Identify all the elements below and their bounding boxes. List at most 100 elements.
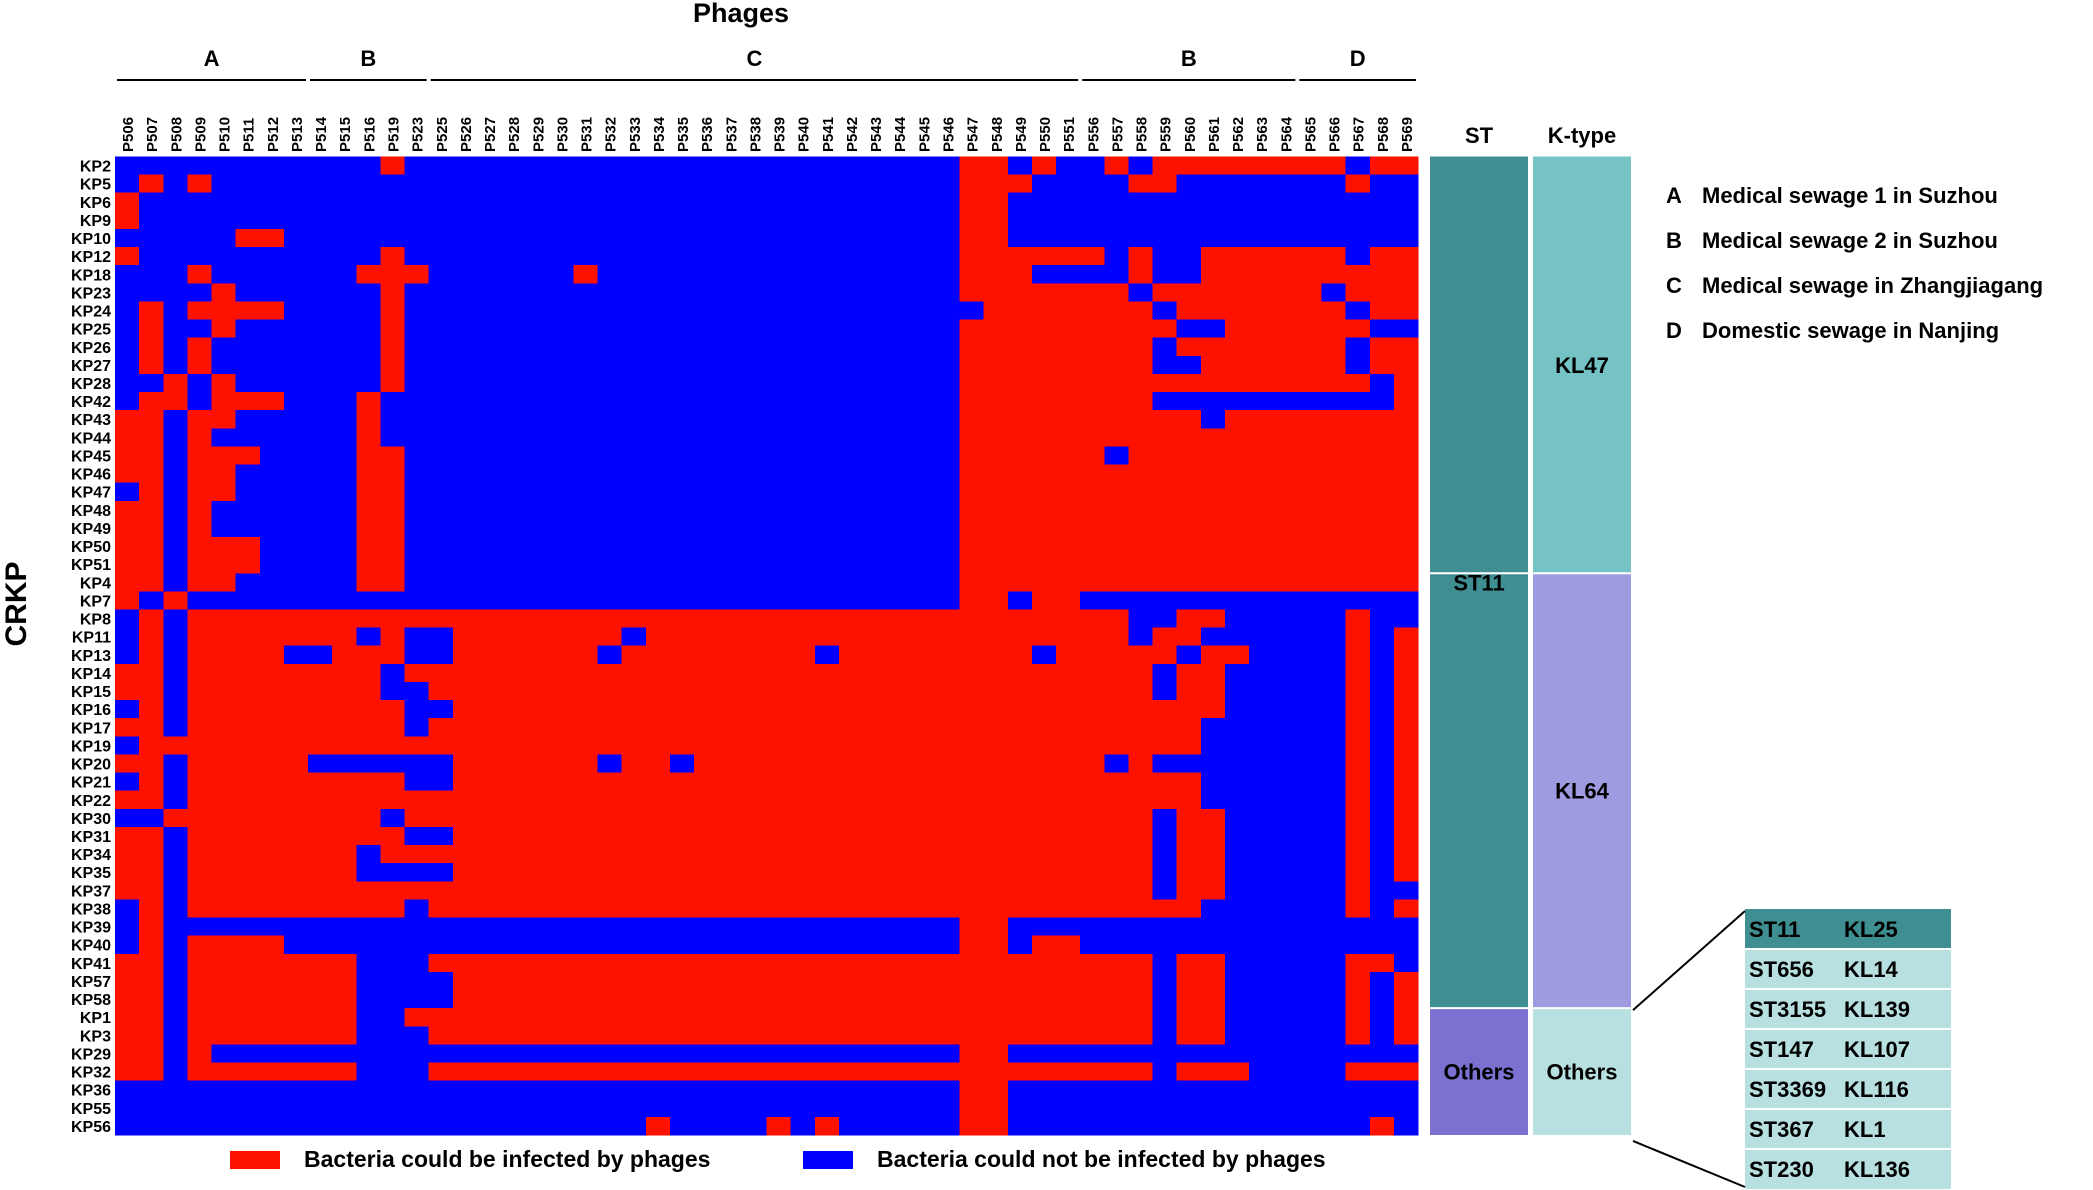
strain-label: KP10 [71, 231, 111, 248]
heatmap-cell-KP38-P560 [1176, 899, 1202, 919]
annotation-segment-kl64 [1533, 573, 1631, 1009]
heatmap-cell-KP4-P556 [1080, 573, 1105, 592]
heatmap-cell-KP5-P527 [476, 174, 502, 194]
strain-label: KP46 [71, 467, 111, 484]
heatmap-cell-KP30-P547 [959, 808, 985, 828]
heatmap-cell-KP4-P563 [1249, 573, 1274, 592]
heatmap-cell-KP50-P542 [838, 537, 864, 556]
heatmap-cell-KP29-P519 [380, 1044, 406, 1064]
heatmap-cell-KP55-P511 [235, 1098, 261, 1118]
heatmap-cell-KP5-P512 [259, 174, 285, 194]
heatmap-cell-KP41-P537 [718, 953, 743, 973]
heatmap-cell-KP44-P514 [308, 428, 333, 448]
heatmap-cell-KP4-P568 [1369, 573, 1395, 592]
heatmap-cell-KP43-P534 [645, 410, 671, 429]
heatmap-cell-KP51-P519 [380, 555, 406, 574]
heatmap-cell-KP39-P561 [1200, 917, 1226, 937]
heatmap-cell-KP38-P514 [308, 899, 333, 919]
heatmap-cell-KP30-P516 [356, 808, 382, 828]
heatmap-cell-KP24-P540 [790, 301, 816, 321]
heatmap-cell-KP43-P510 [211, 410, 237, 429]
heatmap-cell-KP21-P507 [139, 772, 164, 792]
heatmap-cell-KP38-P527 [476, 899, 502, 919]
heatmap-cell-KP47-P564 [1273, 482, 1298, 502]
heatmap-cell-KP28-P540 [790, 373, 816, 393]
heatmap-cell-KP47-P565 [1297, 482, 1323, 502]
heatmap-cell-KP4-P537 [718, 573, 743, 592]
heatmap-cell-KP46-P569 [1393, 464, 1419, 484]
heatmap-cell-KP7-P513 [283, 591, 309, 611]
heatmap-cell-KP58-P539 [766, 990, 792, 1009]
heatmap-cell-KP47-P563 [1249, 482, 1274, 502]
heatmap-cell-KP10-P515 [332, 228, 357, 248]
heatmap-cell-KP15-P514 [308, 681, 333, 701]
heatmap-cell-KP46-P513 [283, 464, 309, 484]
heatmap-cell-KP28-P531 [573, 373, 599, 393]
heatmap-cell-KP51-P537 [718, 555, 743, 574]
heatmap-cell-KP24-P568 [1369, 301, 1395, 321]
heatmap-cell-KP2-P532 [597, 156, 623, 176]
heatmap-cell-KP6-P532 [597, 192, 623, 212]
heatmap-cell-KP29-P545 [911, 1044, 937, 1064]
heatmap-cell-KP11-P559 [1152, 627, 1178, 647]
heatmap-cell-KP23-P563 [1249, 283, 1274, 303]
heatmap-cell-KP15-P509 [187, 681, 213, 701]
heatmap-cell-KP34-P506 [115, 845, 140, 864]
heatmap-cell-KP9-P545 [911, 210, 937, 230]
heatmap-cell-KP9-P559 [1152, 210, 1178, 230]
heatmap-cell-KP16-P540 [790, 700, 816, 719]
heatmap-cell-KP48-P549 [1007, 500, 1033, 520]
heatmap-cell-KP20-P544 [887, 754, 912, 774]
heatmap-cell-KP5-P537 [718, 174, 743, 194]
heatmap-cell-KP6-P510 [211, 192, 237, 212]
heatmap-cell-KP6-P534 [645, 192, 671, 212]
heatmap-cell-KP35-P531 [573, 863, 599, 882]
heatmap-cell-KP27-P565 [1297, 355, 1323, 375]
heatmap-cell-KP4-P565 [1297, 573, 1323, 592]
heatmap-cell-KP42-P530 [549, 392, 575, 411]
heatmap-cell-KP31-P540 [790, 826, 816, 846]
heatmap-cell-KP51-P562 [1224, 555, 1250, 574]
heatmap-cell-KP57-P526 [452, 971, 478, 991]
heatmap-cell-KP57-P561 [1200, 971, 1226, 991]
heatmap-cell-KP23-P558 [1128, 283, 1154, 303]
heatmap-cell-KP25-P531 [573, 319, 599, 339]
heatmap-cell-KP1-P545 [911, 1008, 937, 1027]
strain-label: KP6 [80, 195, 111, 212]
heatmap-cell-KP21-P525 [428, 772, 454, 792]
heatmap-cell-KP39-P515 [332, 917, 357, 937]
heatmap-cell-KP38-P512 [259, 899, 285, 919]
heatmap-cell-KP44-P528 [501, 428, 526, 448]
heatmap-cell-KP3-P569 [1393, 1026, 1419, 1045]
heatmap-cell-KP13-P564 [1273, 645, 1298, 665]
heatmap-cell-KP39-P560 [1176, 917, 1202, 937]
heatmap-cell-KP16-P531 [573, 700, 599, 719]
heatmap-cell-KP38-P550 [1031, 899, 1057, 919]
heatmap-cell-KP29-P515 [332, 1044, 357, 1064]
heatmap-cell-KP22-P513 [283, 790, 309, 810]
heatmap-cell-KP27-P568 [1369, 355, 1395, 375]
heatmap-cell-KP37-P526 [452, 881, 478, 901]
heatmap-cell-KP29-P557 [1104, 1044, 1130, 1064]
heatmap-cell-KP35-P512 [259, 863, 285, 882]
heatmap-cell-KP32-P543 [863, 1062, 888, 1082]
heatmap-cell-KP36-P515 [332, 1080, 357, 1100]
heatmap-cell-KP18-P510 [211, 265, 237, 284]
strain-label: KP9 [80, 213, 111, 230]
heatmap-cell-KP10-P506 [115, 228, 140, 248]
heatmap-cell-KP27-P528 [501, 355, 526, 375]
heatmap-cell-KP48-P532 [597, 500, 623, 520]
heatmap-cell-KP24-P556 [1080, 301, 1105, 321]
group-key-text: Medical sewage 2 in Suzhou [1702, 228, 1998, 253]
heatmap-cell-KP38-P567 [1345, 899, 1371, 919]
heatmap-cell-KP45-P542 [838, 446, 864, 466]
heatmap-cell-KP2-P562 [1224, 156, 1250, 176]
heatmap-cell-KP29-P511 [235, 1044, 261, 1064]
heatmap-cell-KP46-P515 [332, 464, 357, 484]
heatmap-cell-KP26-P557 [1104, 337, 1130, 357]
heatmap-cell-KP31-P544 [887, 826, 912, 846]
heatmap-cell-KP2-P545 [911, 156, 937, 176]
heatmap-cell-KP36-P561 [1200, 1080, 1226, 1100]
heatmap-cell-KP51-P515 [332, 555, 357, 574]
heatmap-cell-KP43-P546 [935, 410, 961, 429]
